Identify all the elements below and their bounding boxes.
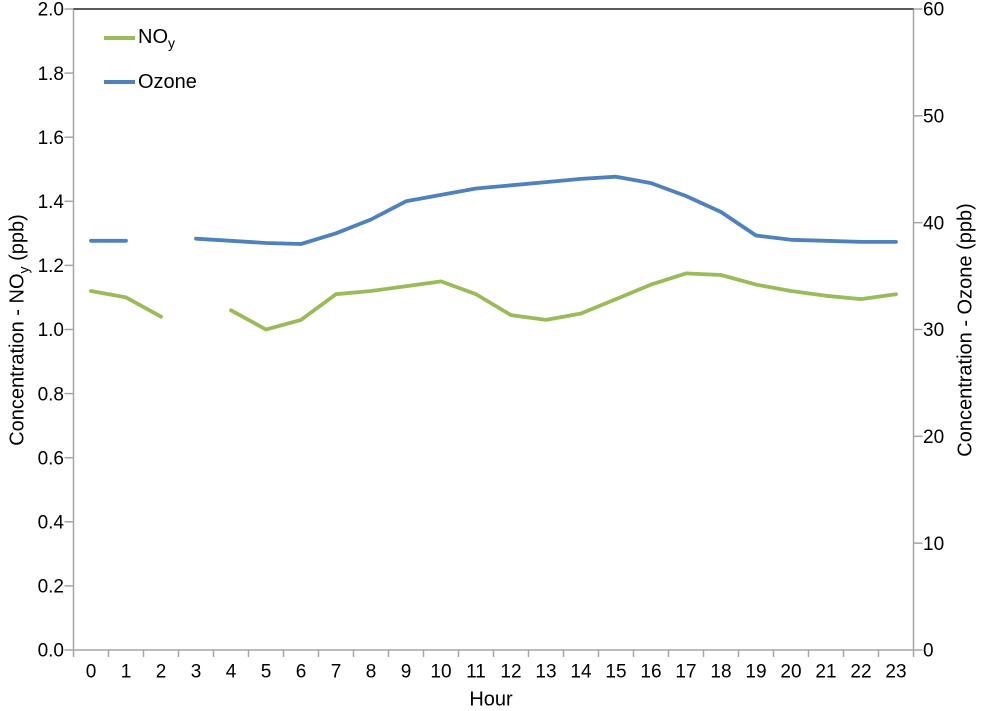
x-tick-label: 14 (570, 662, 592, 683)
y-left-tick-label: 1.4 (38, 192, 65, 213)
legend-item-noy: NOy (104, 25, 197, 51)
left-axis-title-subscript: y (15, 266, 32, 274)
y-right-tick-label: 0 (923, 641, 934, 662)
x-tick-label: 7 (331, 662, 342, 683)
x-tick-label: 3 (191, 662, 202, 683)
y-left-tick-label: 1.0 (38, 320, 64, 341)
y-right-tick-label: 10 (923, 534, 944, 555)
x-tick-label: 8 (366, 662, 377, 683)
legend-line-swatch-noy (104, 36, 135, 40)
legend-item-ozone: Ozone (104, 70, 197, 94)
y-right-tick-label: 20 (923, 427, 944, 448)
left-axis-title-text: Concentration - NO (6, 273, 29, 446)
y-left-tick-label: 1.8 (38, 64, 64, 85)
chart-legend: NOy Ozone (104, 26, 197, 114)
x-tick-label: 21 (815, 662, 836, 683)
x-tick-label: 10 (430, 662, 451, 683)
y-left-tick-label: 1.6 (38, 128, 64, 149)
left-axis-title-units: (ppb) (6, 214, 29, 267)
series-line-noy (89, 271, 898, 332)
x-tick-label: 9 (401, 662, 412, 683)
y-right-tick-label: 50 (923, 106, 944, 127)
y-left-tick-label: 0.0 (38, 641, 64, 662)
legend-label-noy: NOy (138, 25, 175, 51)
y-left-tick-label: 2.0 (38, 0, 64, 21)
x-tick-label: 13 (535, 662, 556, 683)
y-left-tick-label: 1.2 (38, 256, 64, 277)
series-line-ozone (89, 174, 898, 246)
y-left-tick-label: 0.8 (38, 384, 64, 405)
x-tick-label: 4 (226, 662, 237, 683)
y-left-tick-label: 0.4 (38, 512, 65, 533)
x-tick-label: 17 (675, 662, 696, 683)
legend-label-subscript: y (168, 34, 175, 51)
x-tick-label: 12 (500, 662, 521, 683)
x-tick-label: 23 (885, 662, 906, 683)
x-tick-label: 0 (86, 662, 97, 683)
x-tick-label: 5 (261, 662, 272, 683)
x-tick-label: 15 (605, 662, 626, 683)
y-right-tick-label: 60 (923, 0, 944, 21)
x-tick-label: 19 (745, 662, 766, 683)
y-left-tick-label: 0.2 (38, 577, 64, 598)
left-axis-title: Concentration - NOy (ppb) (7, 214, 32, 446)
x-axis-title: Hour (469, 688, 513, 711)
y-left-tick-label: 0.6 (38, 448, 64, 469)
legend-label-ozone: Ozone (138, 70, 197, 93)
x-tick-label: 16 (640, 662, 661, 683)
x-tick-label: 20 (780, 662, 801, 683)
right-axis-title: Concentration - Ozone (ppb) (954, 203, 977, 457)
x-tick-label: 1 (121, 662, 132, 683)
x-tick-label: 22 (850, 662, 871, 683)
x-tick-label: 11 (466, 662, 486, 683)
y-right-tick-label: 40 (923, 213, 944, 234)
x-tick-label: 6 (296, 662, 307, 683)
x-tick-label: 18 (710, 662, 731, 683)
x-tick-label: 2 (156, 662, 167, 683)
y-right-tick-label: 30 (923, 320, 944, 341)
legend-line-swatch-ozone (104, 80, 135, 84)
